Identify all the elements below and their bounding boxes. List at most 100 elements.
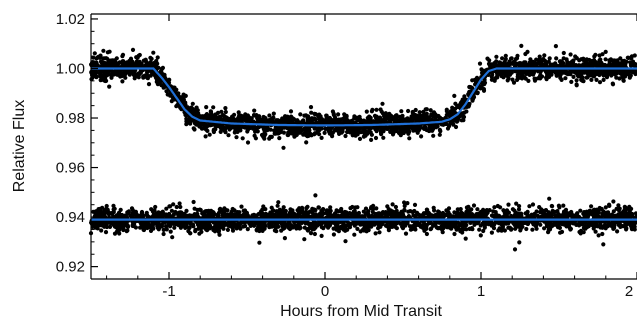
data-point <box>343 133 348 139</box>
data-point <box>102 78 107 83</box>
data-point <box>341 222 346 227</box>
data-point <box>419 213 424 218</box>
data-point <box>505 62 510 67</box>
data-point <box>227 127 232 132</box>
data-point <box>478 233 483 238</box>
data-point <box>350 212 355 218</box>
data-point <box>622 207 627 212</box>
data-point <box>631 70 637 75</box>
data-point <box>557 205 562 210</box>
data-point <box>509 213 514 219</box>
data-point <box>532 78 538 83</box>
data-point <box>368 116 373 121</box>
data-point <box>606 69 611 74</box>
data-point <box>589 204 594 209</box>
data-point <box>471 203 477 208</box>
data-point <box>597 205 602 211</box>
data-point <box>287 116 292 121</box>
data-point <box>410 109 415 115</box>
data-point <box>400 224 405 229</box>
data-point <box>198 207 203 213</box>
data-point <box>518 211 523 216</box>
data-point <box>547 56 552 61</box>
data-point <box>352 232 357 237</box>
data-point <box>269 134 274 139</box>
data-point <box>102 214 107 219</box>
data-point <box>530 202 536 207</box>
data-point <box>571 74 576 79</box>
data-point <box>92 51 97 56</box>
data-point <box>281 145 286 150</box>
data-point <box>467 226 472 231</box>
data-point <box>184 113 189 118</box>
data-point <box>314 126 319 131</box>
data-point <box>239 118 244 123</box>
data-point <box>133 209 138 215</box>
data-point <box>101 48 106 53</box>
data-point <box>377 212 382 217</box>
data-point <box>114 56 119 61</box>
data-point <box>417 110 422 115</box>
data-point <box>574 78 579 83</box>
data-point <box>563 76 568 81</box>
data-point <box>553 61 558 67</box>
data-point <box>296 208 302 213</box>
data-point <box>369 205 374 210</box>
data-point <box>432 208 437 213</box>
data-point <box>567 224 572 229</box>
data-point <box>597 80 603 85</box>
data-point <box>184 208 189 213</box>
data-point <box>275 221 280 226</box>
data-point <box>397 114 402 119</box>
data-point <box>569 79 574 84</box>
data-point <box>336 209 341 214</box>
data-point <box>319 126 324 131</box>
data-point <box>336 129 341 134</box>
data-point <box>281 125 286 130</box>
data-point <box>451 122 456 127</box>
data-point <box>502 59 507 64</box>
data-point <box>271 115 276 120</box>
data-point <box>344 114 349 119</box>
data-point <box>584 209 589 214</box>
data-point <box>112 61 117 66</box>
data-point <box>385 126 390 131</box>
data-point <box>596 233 601 238</box>
data-point <box>275 203 280 208</box>
data-point <box>164 206 169 211</box>
data-point <box>412 202 418 207</box>
data-point <box>507 225 513 230</box>
data-point <box>601 242 606 247</box>
data-point <box>324 113 329 118</box>
data-point <box>284 116 289 121</box>
data-point <box>335 213 341 218</box>
data-point <box>450 105 455 110</box>
data-point <box>578 63 583 68</box>
data-point <box>116 210 122 215</box>
data-point <box>447 124 452 129</box>
data-point <box>398 221 403 226</box>
data-point <box>523 51 528 57</box>
data-point <box>286 132 291 138</box>
data-point <box>588 68 593 73</box>
data-point <box>257 240 262 245</box>
data-point <box>149 207 154 212</box>
data-point <box>592 74 597 79</box>
data-point <box>489 223 494 228</box>
data-point <box>166 223 171 228</box>
data-point <box>319 233 324 238</box>
data-point <box>279 228 284 233</box>
data-point <box>155 79 160 84</box>
data-point <box>585 214 591 219</box>
data-point <box>598 57 603 62</box>
data-point <box>440 227 445 232</box>
data-point <box>541 57 546 62</box>
data-point <box>589 210 594 216</box>
data-point <box>164 215 169 220</box>
data-point <box>607 203 612 208</box>
data-point <box>397 131 402 136</box>
data-point <box>603 57 608 62</box>
data-point <box>401 116 406 122</box>
data-point <box>589 77 594 82</box>
data-point <box>381 135 386 140</box>
